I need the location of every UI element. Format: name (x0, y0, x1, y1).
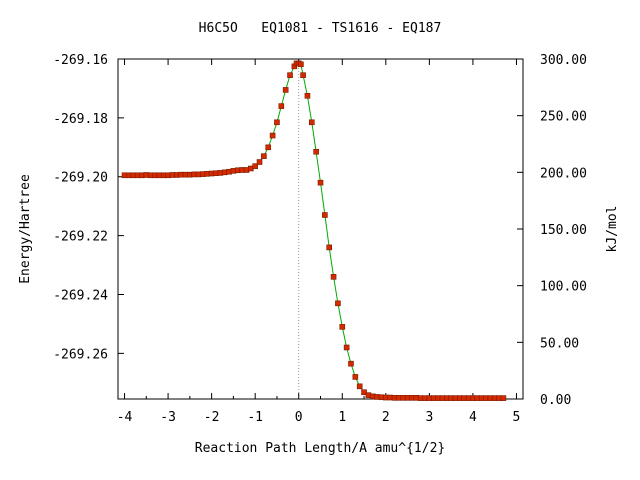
x-tick-label: -2 (204, 410, 220, 425)
data-point (308, 119, 315, 126)
y-tick-label: -269.24 (53, 288, 108, 303)
y2-tick-label: 250.00 (540, 110, 587, 125)
data-point (322, 212, 328, 218)
x-tick-label: -1 (247, 410, 263, 425)
y-tick-label: -269.20 (53, 171, 108, 186)
x-tick-label: 4 (469, 410, 477, 425)
y2-tick-label: 0.00 (540, 393, 571, 408)
x-tick-label: 3 (425, 410, 433, 425)
y-tick-label: -269.26 (53, 347, 108, 362)
data-point (304, 92, 311, 99)
data-point (326, 244, 333, 251)
data-point (287, 72, 293, 78)
data-point (282, 87, 289, 93)
x-tick-label: 0 (295, 410, 303, 425)
y2-tick-label: 150.00 (540, 223, 587, 238)
y-axis-right: 300.00 250.00 200.00 150.00 100.00 50.00 0.00 (517, 53, 587, 408)
y-tick-label: -269.18 (53, 112, 108, 127)
data-point (339, 324, 346, 330)
x-tick-label: -3 (160, 410, 176, 425)
series-line (124, 62, 504, 399)
y2-tick-label: 50.00 (540, 336, 579, 351)
y2-tick-label: 200.00 (540, 166, 587, 181)
data-point (298, 61, 304, 68)
y2-tick-label: 300.00 (540, 53, 587, 68)
data-point (278, 103, 285, 109)
data-point (313, 148, 319, 155)
data-point (356, 383, 363, 390)
data-point (274, 119, 280, 126)
x-tick-label: 1 (338, 410, 346, 425)
data-point (348, 360, 354, 367)
x-tick-label: -4 (117, 410, 133, 425)
data-point (343, 344, 350, 351)
series-points (121, 60, 507, 401)
y2-tick-label: 100.00 (540, 280, 587, 295)
y-axis-left: -269.16 -269.18 -269.20 -269.22 -269.24 -269.… (53, 53, 124, 362)
data-point (265, 144, 272, 151)
y2-axis-label: kJ/mol (605, 206, 620, 253)
chart-title: H6C5O EQ1081 - TS1616 - EQ187 (199, 21, 442, 36)
plot-frame (117, 58, 524, 400)
x-axis-label: Reaction Path Length/A amu^{1/2} (195, 441, 445, 456)
x-tick-label: 5 (513, 410, 521, 425)
data-point (252, 163, 258, 169)
y-tick-label: -269.16 (53, 53, 108, 68)
data-point (335, 300, 341, 307)
data-point (330, 274, 337, 280)
data-point (300, 72, 306, 78)
x-tick-label: 2 (382, 410, 390, 425)
y-axis-label: Energy/Hartree (18, 174, 33, 284)
data-point (352, 374, 359, 380)
data-point (317, 179, 324, 186)
y-tick-label: -269.22 (53, 230, 108, 245)
data-point (500, 395, 507, 401)
data-point (269, 132, 276, 139)
data-point (261, 153, 267, 159)
x-axis: -4 -3 -2 -1 0 1 2 3 4 5 (117, 59, 521, 425)
data-point (361, 389, 367, 396)
data-point (256, 159, 263, 165)
